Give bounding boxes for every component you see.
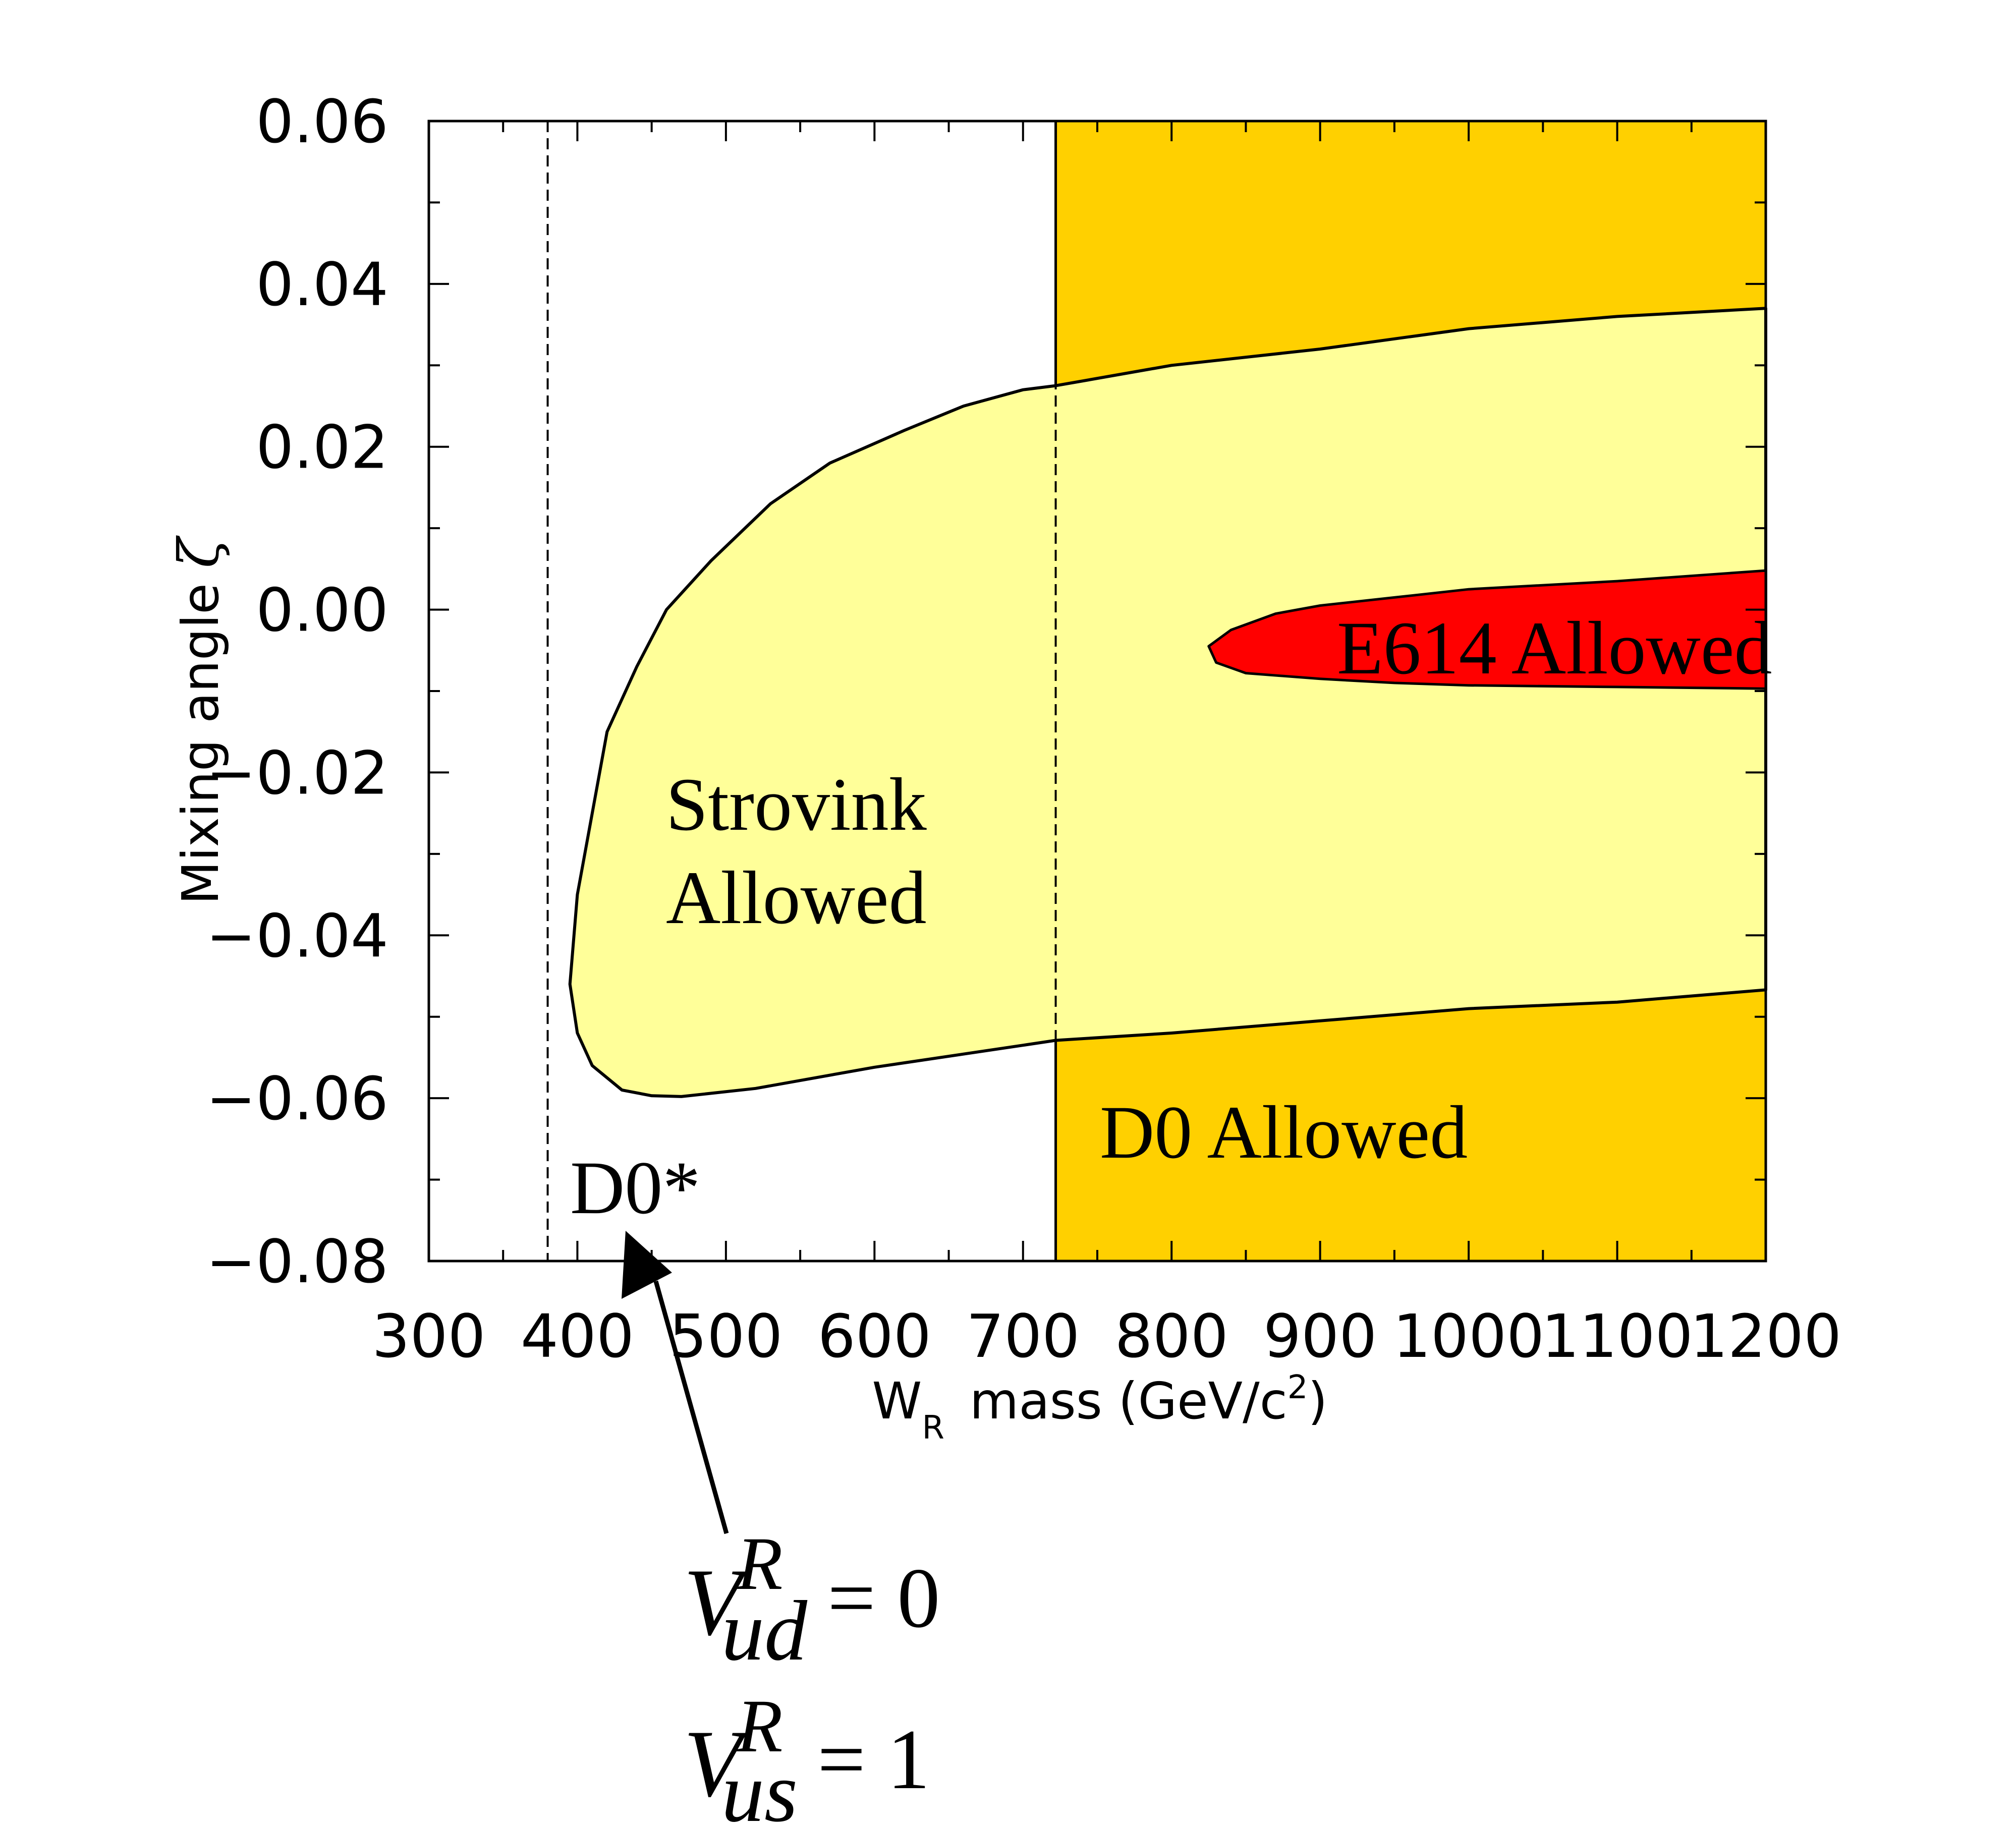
y-axis-title-text: Mixing angle bbox=[171, 583, 230, 904]
y-axis-title: Mixing angle ζ bbox=[166, 535, 231, 904]
x-tick-label: 1200 bbox=[1690, 1301, 1841, 1371]
e614-label: E614 Allowed bbox=[1337, 606, 1772, 690]
arrow-head bbox=[622, 1231, 672, 1299]
strovink-label-line1: Strovink bbox=[666, 763, 927, 846]
y-tick-label: −0.02 bbox=[206, 738, 388, 808]
x-axis-title-end: ) bbox=[1308, 1372, 1327, 1431]
x-axis-title: WR mass (GeV/c2) bbox=[872, 1369, 1328, 1447]
y-tick-label: −0.08 bbox=[206, 1227, 388, 1296]
y-tick-label: −0.06 bbox=[206, 1064, 388, 1133]
y-tick-label: 0.06 bbox=[256, 87, 388, 156]
x-axis-title-w: W bbox=[872, 1372, 922, 1431]
vud-sub: ud bbox=[721, 1583, 808, 1678]
vud-sup: R bbox=[736, 1522, 783, 1606]
y-tick-label: 0.00 bbox=[256, 576, 388, 645]
x-tick-label: 500 bbox=[669, 1301, 782, 1371]
x-axis-title-rest: mass (GeV/c bbox=[970, 1372, 1287, 1431]
dashed-lines-layer bbox=[546, 121, 1057, 1261]
regions-layer bbox=[568, 120, 1767, 1263]
vus-eq: = 1 bbox=[817, 1712, 930, 1807]
y-axis-title-symbol: ζ bbox=[166, 535, 231, 568]
formula-vus: V R us = 1 bbox=[684, 1684, 930, 1828]
vus-v: V bbox=[684, 1711, 752, 1817]
ticks-layer bbox=[428, 120, 1767, 1262]
strovink-label-line2: Allowed bbox=[666, 856, 927, 940]
d0-label: D0 Allowed bbox=[1100, 1091, 1468, 1174]
d0star-label: D0* bbox=[570, 1146, 700, 1230]
x-tick-label: 1000 bbox=[1393, 1301, 1544, 1371]
x-tick-label: 900 bbox=[1263, 1301, 1377, 1371]
y-tick-label: −0.04 bbox=[206, 901, 388, 970]
x-tick-label: 400 bbox=[521, 1301, 634, 1371]
y-tick-label: 0.02 bbox=[256, 413, 388, 482]
x-axis-title-sup: 2 bbox=[1287, 1369, 1308, 1406]
x-axis-title-sub: R bbox=[922, 1409, 944, 1447]
arrow-shaft bbox=[653, 1280, 729, 1534]
vus-sub: us bbox=[721, 1745, 798, 1828]
x-tick-label: 600 bbox=[818, 1301, 931, 1371]
x-tick-label: 1100 bbox=[1541, 1301, 1693, 1371]
vus-sup: R bbox=[736, 1684, 783, 1768]
vud-eq: = 0 bbox=[827, 1551, 940, 1645]
x-tick-label: 300 bbox=[372, 1301, 485, 1371]
strovink-allowed-region bbox=[568, 307, 1767, 1098]
formula-vud: V R ud = 0 bbox=[684, 1522, 940, 1678]
vud-v: V bbox=[684, 1550, 752, 1655]
x-tick-label: 700 bbox=[966, 1301, 1080, 1371]
x-tick-label: 800 bbox=[1115, 1301, 1228, 1371]
y-tick-label: 0.04 bbox=[256, 250, 388, 319]
